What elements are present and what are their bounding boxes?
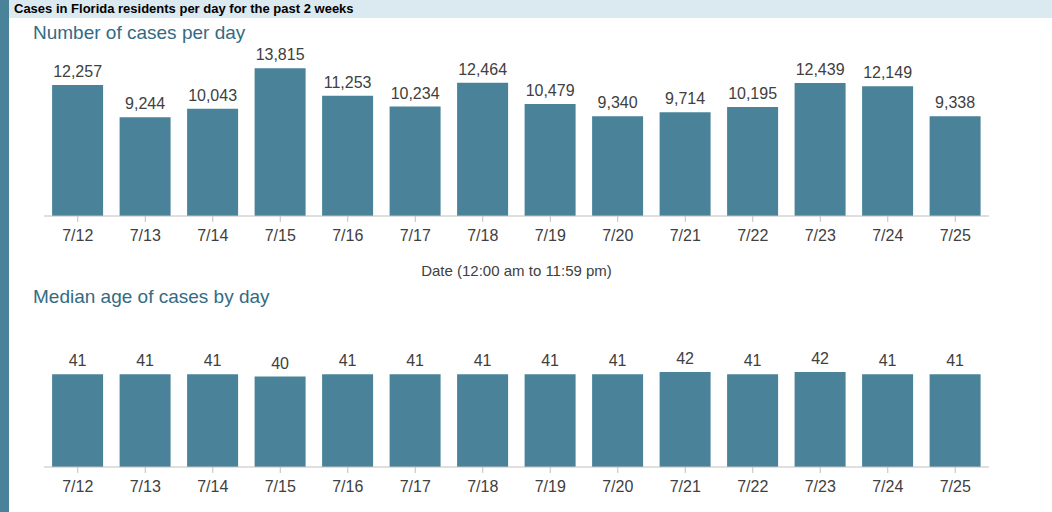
svg-text:41: 41	[406, 352, 424, 369]
svg-text:7/20: 7/20	[602, 227, 633, 244]
svg-text:7/25: 7/25	[940, 478, 971, 495]
svg-text:7/13: 7/13	[130, 227, 161, 244]
svg-text:7/25: 7/25	[940, 227, 971, 244]
svg-text:7/21: 7/21	[670, 227, 701, 244]
svg-text:7/14: 7/14	[197, 478, 228, 495]
svg-text:42: 42	[676, 350, 694, 367]
html-text:Number of cases per day: Number of cases per day	[33, 22, 246, 43]
svg-text:7/21: 7/21	[670, 478, 701, 495]
svg-text:41: 41	[136, 352, 154, 369]
svg-text:7/15: 7/15	[265, 478, 296, 495]
svg-text:7/12: 7/12	[62, 227, 93, 244]
svg-text:7/14: 7/14	[197, 227, 228, 244]
svg-text:7/22: 7/22	[737, 227, 768, 244]
svg-text:9,714: 9,714	[665, 90, 705, 107]
svg-text:9,340: 9,340	[598, 94, 638, 111]
svg-text:12,257: 12,257	[53, 63, 102, 80]
svg-text:7/19: 7/19	[535, 227, 566, 244]
svg-text:41: 41	[474, 352, 492, 369]
svg-text:10,479: 10,479	[526, 82, 575, 99]
svg-text:41: 41	[946, 352, 964, 369]
svg-text:10,195: 10,195	[728, 85, 777, 102]
svg-text:10,043: 10,043	[188, 87, 237, 104]
svg-text:12,439: 12,439	[796, 61, 845, 78]
svg-text:9,244: 9,244	[125, 95, 165, 112]
svg-text:41: 41	[541, 352, 559, 369]
svg-text:7/23: 7/23	[805, 478, 836, 495]
svg-text:7/23: 7/23	[805, 227, 836, 244]
html-text:Cases in Florida residents per: Cases in Florida residents per day for t…	[14, 1, 354, 16]
svg-text:12,149: 12,149	[863, 64, 912, 81]
svg-text:7/13: 7/13	[130, 478, 161, 495]
svg-text:13,815: 13,815	[256, 46, 305, 63]
svg-text:11,253: 11,253	[324, 74, 372, 91]
svg-text:7/15: 7/15	[265, 227, 296, 244]
svg-text:7/24: 7/24	[872, 227, 903, 244]
svg-text:7/17: 7/17	[400, 227, 431, 244]
svg-text:9,338: 9,338	[935, 94, 975, 111]
svg-text:41: 41	[69, 352, 87, 369]
svg-text:7/12: 7/12	[62, 478, 93, 495]
svg-text:10,234: 10,234	[391, 85, 440, 102]
svg-text:12,464: 12,464	[458, 61, 507, 78]
svg-text:42: 42	[811, 350, 829, 367]
svg-text:7/22: 7/22	[737, 478, 768, 495]
svg-text:7/19: 7/19	[535, 478, 566, 495]
svg-text:41: 41	[609, 352, 627, 369]
svg-text:7/24: 7/24	[872, 478, 903, 495]
svg-text:41: 41	[744, 352, 762, 369]
svg-text:Date (12:00 am to 11:59 pm): Date (12:00 am to 11:59 pm)	[421, 262, 612, 279]
svg-text:41: 41	[339, 352, 357, 369]
svg-text:40: 40	[271, 355, 289, 372]
svg-text:7/20: 7/20	[602, 478, 633, 495]
svg-text:7/16: 7/16	[332, 478, 363, 495]
html-text:Median age of cases by day: Median age of cases by day	[33, 286, 270, 307]
svg-text:41: 41	[204, 352, 222, 369]
svg-text:7/18: 7/18	[467, 227, 498, 244]
svg-text:41: 41	[879, 352, 897, 369]
svg-text:7/16: 7/16	[332, 227, 363, 244]
svg-text:7/17: 7/17	[400, 478, 431, 495]
svg-text:7/18: 7/18	[467, 478, 498, 495]
